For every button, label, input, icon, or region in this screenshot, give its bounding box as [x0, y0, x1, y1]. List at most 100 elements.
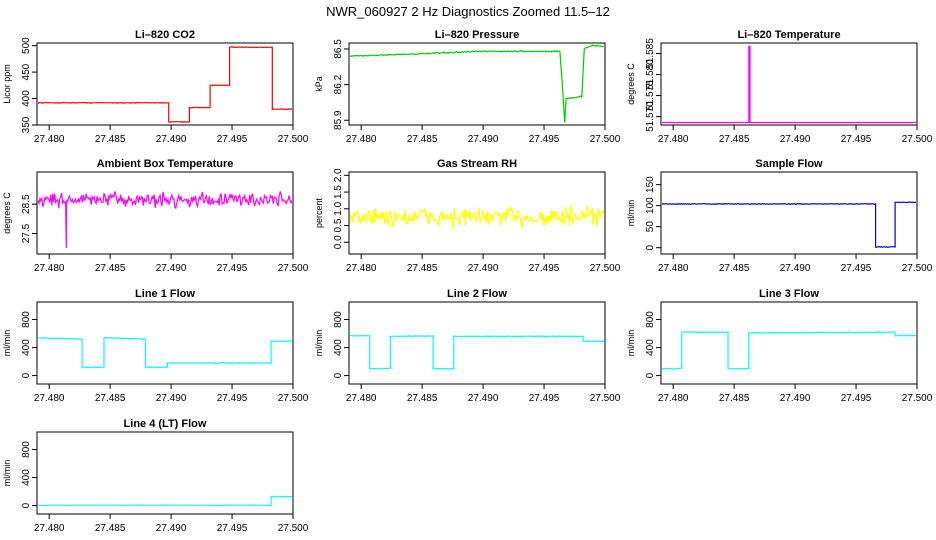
panel-ambient: Ambient Box Temperature 27.480 27.485 27.49…: [2, 158, 309, 274]
panel-line3: Line 3 Flow 27.480 27.485 27.490 27.495 27.50…: [626, 288, 933, 404]
x-tick-label: 27.495: [217, 523, 248, 534]
x-tick-label: 27.495: [529, 393, 560, 404]
x-tick-label: 27.490: [780, 393, 811, 404]
plot-frame: [348, 42, 606, 126]
y-tick-label: 28.5: [21, 194, 32, 214]
y-tick-label: 85.9: [333, 110, 344, 130]
y-tick-label: 51.575: [645, 80, 656, 111]
plot-frame: [660, 171, 918, 255]
x-tick-label: 27.490: [156, 393, 187, 404]
panel-temperature: Li–820 Temperature 27.480 27.485 27.490 27.4…: [626, 29, 933, 145]
y-tick-label: 0: [645, 372, 656, 378]
panel-line4: Line 4 (LT) Flow 27.480 27.485 27.490 27.495…: [2, 418, 309, 534]
y-tick-label: 86.5: [333, 39, 344, 59]
x-tick-label: 27.480: [346, 393, 377, 404]
panel-sample: Sample Flow 27.480 27.485 27.490 27.495 27.50…: [626, 158, 933, 274]
x-tick-label: 27.490: [468, 263, 499, 274]
series-line-line2: [350, 334, 604, 371]
x-tick-label: 27.480: [658, 263, 689, 274]
x-tick-label: 27.485: [407, 263, 438, 274]
y-tick-label: 350: [21, 116, 32, 133]
x-tick-label: 27.490: [156, 263, 187, 274]
x-tick-label: 27.500: [590, 393, 621, 404]
y-tick-label: 0: [21, 372, 32, 378]
y-tick-label: 27.5: [21, 223, 32, 243]
panel-pressure: Li–820 Pressure 27.480 27.485 27.490 27.495 2…: [314, 29, 621, 145]
x-tick-label: 27.500: [278, 134, 309, 145]
x-tick-label: 27.485: [95, 263, 126, 274]
y-tick-label: 0.5: [333, 218, 344, 232]
plot-frame: [36, 301, 294, 385]
series-line-rh: [350, 205, 604, 230]
plot-frame: [348, 301, 606, 385]
x-tick-label: 27.480: [346, 263, 377, 274]
panel-title: Gas Stream RH: [437, 158, 517, 170]
y-axis-label: ml/min: [626, 200, 636, 227]
y-axis-label: percent: [314, 197, 324, 228]
panel-title: Ambient Box Temperature: [97, 158, 234, 170]
plot-frame: [36, 431, 294, 515]
x-tick-label: 27.490: [780, 263, 811, 274]
x-tick-label: 27.490: [156, 523, 187, 534]
y-axis-label: ml/min: [314, 330, 324, 357]
x-tick-label: 27.485: [95, 134, 126, 145]
figure-title: NWR_060927 2 Hz Diagnostics Zoomed 11.5–…: [326, 4, 610, 19]
series-line-line3: [662, 330, 916, 371]
x-tick-label: 27.490: [468, 134, 499, 145]
y-tick-label: 1.5: [333, 185, 344, 199]
x-tick-label: 27.495: [841, 393, 872, 404]
panel-line2: Line 2 Flow 27.480 27.485 27.490 27.495 27.50…: [314, 288, 621, 404]
x-tick-label: 27.490: [468, 393, 499, 404]
series-line-sample: [662, 201, 916, 248]
x-tick-label: 27.480: [346, 134, 377, 145]
plot-frame: [348, 171, 606, 255]
plot-frame: [36, 42, 294, 126]
plot-frame: [660, 42, 918, 126]
x-tick-label: 27.500: [590, 263, 621, 274]
y-tick-label: 0.0: [333, 235, 344, 249]
y-axis-label: ml/min: [626, 330, 636, 357]
x-tick-label: 27.495: [529, 134, 560, 145]
y-tick-label: 400: [333, 339, 344, 356]
y-axis-label: ml/min: [2, 330, 12, 357]
x-tick-label: 27.485: [95, 523, 126, 534]
series-line-ambient: [38, 190, 292, 249]
x-tick-label: 27.500: [278, 523, 309, 534]
panel-title: Li–820 Pressure: [435, 29, 519, 41]
x-tick-label: 27.480: [658, 134, 689, 145]
y-tick-label: 0: [333, 372, 344, 378]
x-tick-label: 27.495: [529, 263, 560, 274]
panel-title: Li–820 Temperature: [737, 29, 840, 41]
y-tick-label: 150: [645, 176, 656, 193]
x-tick-label: 27.490: [780, 134, 811, 145]
x-tick-label: 27.485: [719, 263, 750, 274]
y-tick-label: 0: [21, 502, 32, 508]
y-tick-label: 50: [645, 221, 656, 233]
y-tick-label: 100: [645, 197, 656, 214]
x-tick-label: 27.500: [902, 134, 933, 145]
series-line-line4: [38, 495, 292, 507]
x-tick-label: 27.500: [902, 393, 933, 404]
x-tick-label: 27.485: [407, 393, 438, 404]
panel-title: Li–820 CO2: [135, 29, 195, 41]
y-tick-label: 400: [21, 469, 32, 486]
y-tick-label: 51.580: [645, 59, 656, 90]
y-tick-label: 2.0: [333, 168, 344, 182]
y-axis-label: ml/min: [2, 460, 12, 487]
series-line-temperature: [662, 45, 916, 124]
panel-rh: Gas Stream RH 27.480 27.485 27.490 27.495 27.…: [314, 158, 621, 274]
panel-line1: Line 1 Flow 27.480 27.485 27.490 27.495 27.50…: [2, 288, 309, 404]
y-tick-label: 0: [645, 244, 656, 250]
y-tick-label: 1.0: [333, 201, 344, 215]
y-tick-label: 86.2: [333, 74, 344, 94]
x-tick-label: 27.480: [34, 134, 65, 145]
x-tick-label: 27.485: [407, 134, 438, 145]
y-tick-label: 400: [21, 90, 32, 107]
x-tick-label: 27.485: [95, 393, 126, 404]
x-tick-label: 27.480: [34, 263, 65, 274]
panel-co2: Li–820 CO2 27.480 27.485 27.490 27.495 27.500…: [2, 29, 309, 145]
plot-frame: [660, 301, 918, 385]
x-tick-label: 27.485: [719, 393, 750, 404]
